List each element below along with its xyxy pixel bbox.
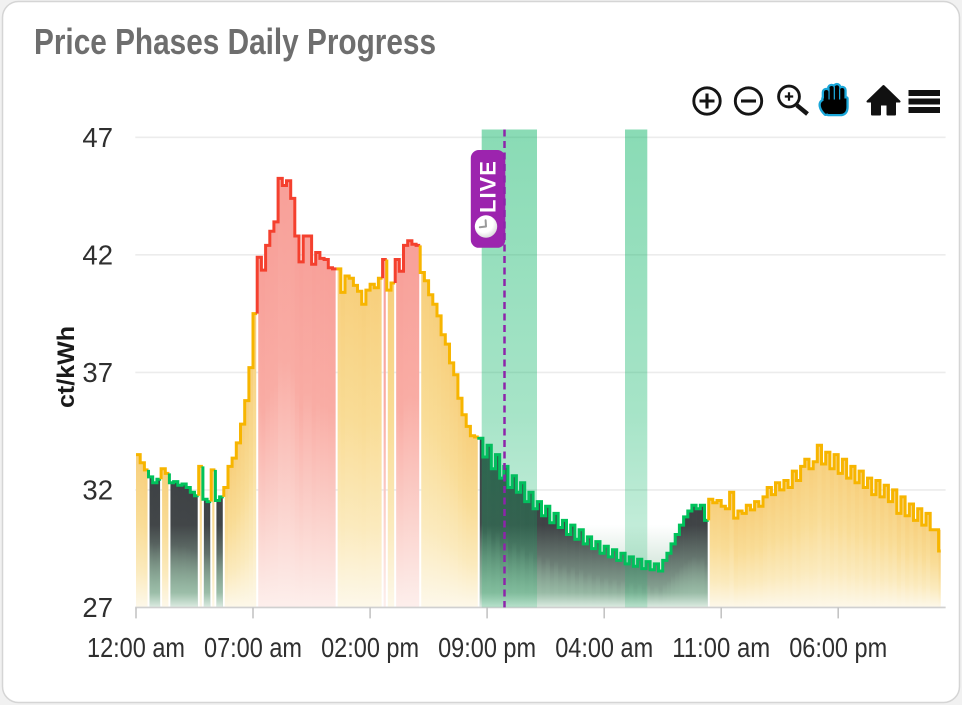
svg-text:09:00 pm: 09:00 pm — [438, 632, 536, 663]
svg-text:12:00 am: 12:00 am — [87, 632, 185, 663]
svg-text:37: 37 — [82, 357, 113, 388]
svg-text:11:00 am: 11:00 am — [672, 632, 770, 663]
svg-text:07:00 am: 07:00 am — [204, 632, 302, 663]
svg-text:32: 32 — [82, 474, 113, 505]
svg-text:27: 27 — [82, 592, 113, 623]
svg-text:02:00 pm: 02:00 pm — [321, 632, 419, 663]
svg-text:ct/kWh: ct/kWh — [53, 326, 80, 408]
svg-text:47: 47 — [82, 122, 113, 153]
svg-text:42: 42 — [82, 239, 113, 270]
svg-text:06:00 pm: 06:00 pm — [789, 632, 887, 663]
svg-text:LIVE: LIVE — [476, 160, 501, 213]
svg-text:04:00 am: 04:00 am — [555, 632, 653, 663]
svg-text:Price Phases Daily Progress: Price Phases Daily Progress — [34, 21, 436, 62]
